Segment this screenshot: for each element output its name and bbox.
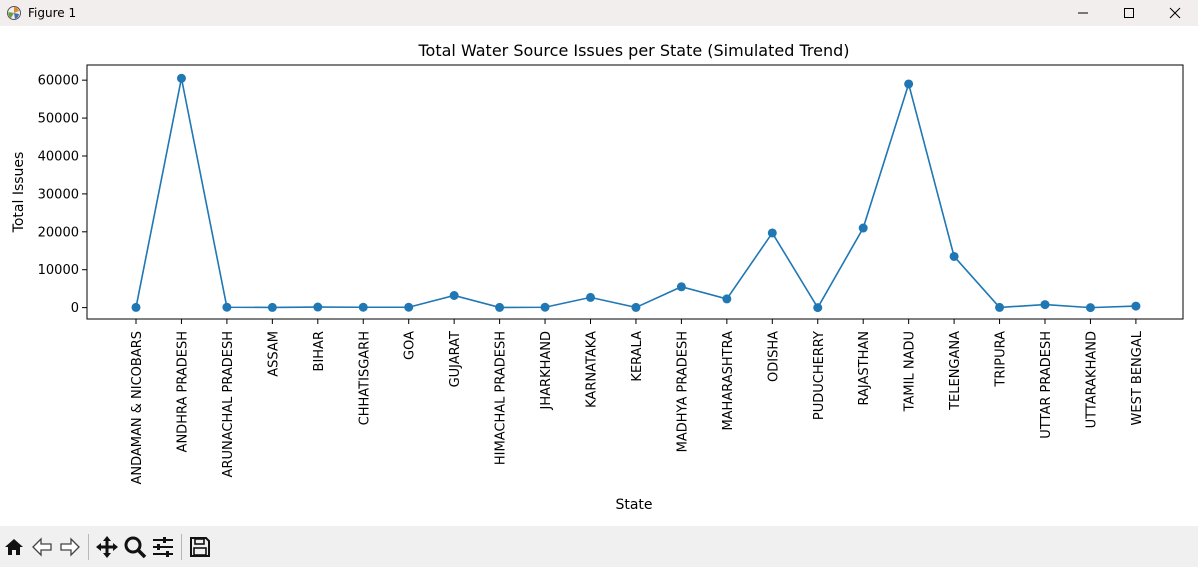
data-point	[676, 282, 686, 292]
data-point	[540, 302, 550, 312]
series-total-issues	[131, 73, 1141, 313]
x-tick-label: ARUNACHAL PRADESH	[221, 331, 236, 477]
navigation-toolbar	[0, 526, 1198, 567]
x-tick-label: ASSAM	[266, 331, 281, 377]
data-point	[131, 302, 141, 312]
data-point	[176, 73, 186, 83]
toolbar-separator	[181, 533, 182, 560]
x-tick-label: UTTARAKHAND	[1084, 331, 1099, 428]
data-point	[904, 79, 914, 89]
x-tick-label: GOA	[403, 331, 418, 360]
data-point	[1085, 303, 1095, 313]
y-tick-label: 60000	[38, 74, 79, 89]
y-tick-label: 20000	[38, 225, 79, 240]
back-arrow-icon	[32, 536, 52, 557]
data-point	[722, 294, 732, 304]
x-tick-label: UTTAR PRADESH	[1039, 331, 1054, 439]
x-tick-label: KERALA	[630, 331, 645, 382]
forward-button[interactable]	[56, 533, 84, 561]
pan-move-icon	[96, 535, 118, 558]
x-tick-label: BIHAR	[312, 331, 327, 371]
y-tick-label: 30000	[38, 187, 79, 202]
close-icon	[1169, 7, 1181, 19]
x-tick-label: JHARKHAND	[539, 331, 554, 410]
figure-canvas[interactable]: Total Water Source Issues per State (Sim…	[0, 26, 1198, 526]
x-tick-label: ODISHA	[766, 331, 781, 382]
forward-arrow-icon	[60, 536, 80, 557]
x-tick-label: MADHYA PRADESH	[675, 331, 690, 452]
back-button[interactable]	[28, 533, 56, 561]
maximize-button[interactable]	[1106, 0, 1152, 26]
save-button[interactable]	[186, 533, 214, 561]
x-axis: ANDAMAN & NICOBARS ANDHRA PRADESH ARUNACHA…	[130, 319, 1145, 485]
x-tick-label: TRIPURA	[994, 331, 1009, 388]
x-tick-label: CHHATISGARH	[357, 331, 372, 425]
matplotlib-app-icon	[7, 6, 21, 20]
home-icon	[5, 538, 23, 555]
y-tick-label: 0	[71, 301, 79, 316]
x-tick-label: RAJASTHAN	[857, 331, 872, 405]
zoom-magnifier-icon	[124, 536, 147, 558]
configure-subplots-icon	[153, 536, 173, 557]
data-point	[404, 302, 414, 312]
zoom-button[interactable]	[121, 533, 149, 561]
x-tick-label: GUJARAT	[448, 331, 463, 387]
window-controls	[1060, 0, 1198, 26]
plot-frame	[86, 64, 1184, 320]
data-point	[767, 228, 777, 238]
home-button[interactable]	[0, 533, 28, 561]
x-tick-label: TELENGANA	[948, 331, 963, 411]
y-axis: 0 10000 20000 30000 40000 50000 60000	[38, 74, 87, 316]
data-point	[949, 251, 959, 261]
pan-button[interactable]	[93, 533, 121, 561]
x-tick-label: WEST BENGAL	[1130, 330, 1145, 425]
x-axis-label: State	[615, 497, 652, 513]
toolbar-separator	[88, 533, 89, 560]
save-floppy-icon	[190, 536, 210, 557]
minimize-icon	[1078, 12, 1088, 14]
x-tick-label: PUDUCHERRY	[812, 331, 827, 420]
line-chart: Total Water Source Issues per State (Sim…	[11, 41, 1184, 513]
maximize-icon	[1124, 8, 1134, 18]
data-point	[1131, 301, 1141, 311]
x-tick-label: HIMACHAL PRADESH	[494, 331, 509, 465]
x-tick-label: ANDAMAN & NICOBARS	[130, 331, 145, 485]
window-titlebar: Figure 1	[0, 0, 1198, 26]
x-tick-label: KARNATAKA	[585, 331, 600, 408]
y-axis-label: Total Issues	[11, 152, 27, 234]
x-tick-label: ANDHRA PRADESH	[175, 331, 190, 452]
data-point	[495, 302, 505, 312]
data-point	[995, 302, 1005, 312]
data-point	[358, 302, 368, 312]
x-tick-label: TAMIL NADU	[903, 331, 918, 412]
data-point	[313, 302, 323, 312]
data-point	[858, 223, 868, 233]
data-point	[1040, 300, 1050, 310]
y-tick-label: 50000	[38, 112, 79, 127]
y-tick-label: 10000	[38, 263, 79, 278]
data-point	[222, 302, 232, 312]
data-point	[449, 290, 459, 300]
chart-title: Total Water Source Issues per State (Sim…	[418, 41, 850, 60]
minimize-button[interactable]	[1060, 0, 1106, 26]
data-point	[813, 303, 823, 313]
series-line	[135, 78, 1136, 310]
data-point	[586, 292, 595, 302]
x-tick-label: MAHARASHTRA	[721, 331, 736, 431]
data-point	[267, 302, 277, 312]
close-button[interactable]	[1152, 0, 1198, 26]
y-tick-label: 40000	[38, 149, 79, 164]
window-title: Figure 1	[28, 6, 77, 20]
configure-subplots-button[interactable]	[149, 533, 177, 561]
data-point	[631, 302, 641, 312]
